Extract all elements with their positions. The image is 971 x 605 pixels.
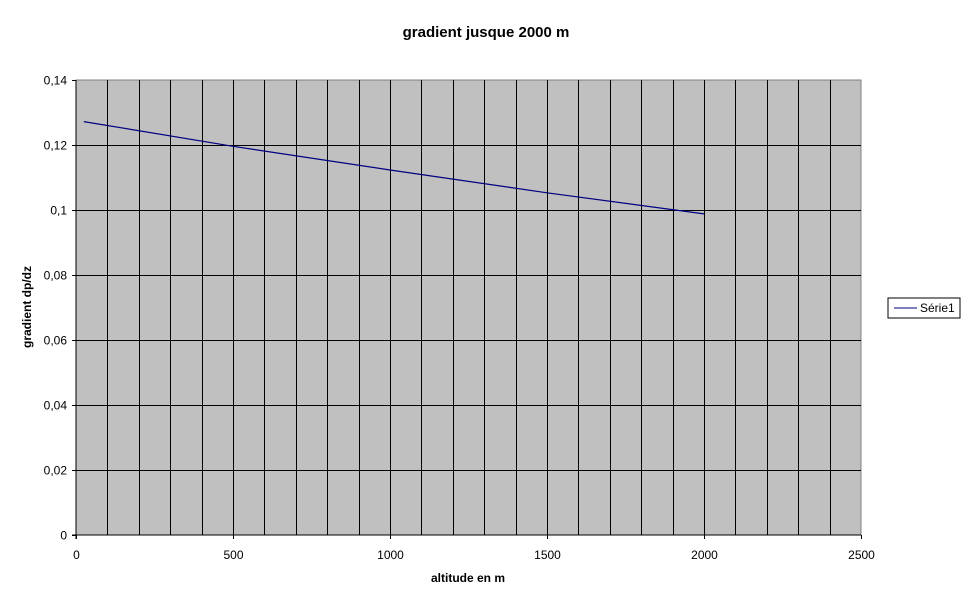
- y-tick-label: 0,02: [44, 464, 68, 478]
- legend-series-1-label: Série1: [920, 301, 955, 315]
- y-tick-label: 0,06: [44, 334, 68, 348]
- series-1-line: [83, 121, 705, 215]
- y-axis-label: gradient dp/dz: [20, 266, 34, 348]
- legend-box: [887, 297, 961, 319]
- y-tick-label: 0,08: [44, 269, 68, 283]
- x-tick-label: 500: [223, 548, 243, 562]
- legend: Série1: [887, 297, 961, 319]
- chart-title: gradient jusque 2000 m: [403, 24, 570, 41]
- y-tick-label: 0,04: [44, 399, 68, 413]
- y-tick-label: 0,1: [50, 204, 67, 218]
- series-layer: [83, 121, 705, 215]
- x-tick-label: 1500: [534, 548, 561, 562]
- grid: [76, 80, 861, 535]
- x-tick-label: 0: [73, 548, 80, 562]
- y-tick-label: 0,12: [44, 139, 68, 153]
- y-tick-label: 0,14: [44, 74, 68, 88]
- plot-area: [75, 79, 862, 536]
- x-axis-label: altitude en m: [431, 571, 505, 585]
- axes: [72, 80, 862, 539]
- y-tick-label: 0: [60, 529, 67, 543]
- x-tick-label: 1000: [377, 548, 404, 562]
- x-tick-label: 2000: [691, 548, 718, 562]
- tick-labels: 0 0,02 0,04 0,06 0,08 0,1 0,12 0,14 0 500 1000 1500…: [44, 74, 876, 563]
- x-tick-label: 2500: [848, 548, 875, 562]
